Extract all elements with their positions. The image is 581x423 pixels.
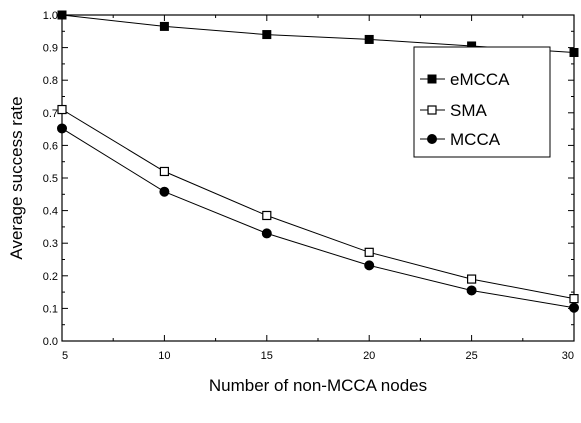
y-tick-label: 0.7	[43, 108, 58, 120]
x-tick-label: 30	[562, 350, 574, 362]
data-point-sma	[262, 210, 272, 221]
data-point-emcca	[262, 30, 272, 40]
y-tick-label: 1.0	[43, 10, 58, 22]
data-point-mcca	[261, 228, 272, 239]
data-point-mcca	[364, 260, 375, 271]
data-point-emcca	[57, 10, 67, 20]
y-tick-label: 0.1	[43, 303, 58, 315]
y-tick-label: 0.4	[43, 206, 58, 218]
data-point-sma	[364, 247, 374, 257]
series-sma	[57, 104, 579, 304]
data-point-sma	[57, 104, 67, 115]
legend-item-emcca: eMCCA	[420, 70, 510, 89]
data-point-emcca	[364, 34, 374, 44]
axis-ticks: 0.0 0.1 0.2 0.3 0.4 0.5 0.6 0.7 0.8 0.9 1.0 5 10 15 20…	[43, 10, 575, 362]
series-line-mcca	[61, 127, 575, 309]
x-tick-label: 20	[363, 350, 375, 362]
legend-item-sma: SMA	[420, 101, 488, 120]
x-axis-title: Number of non-MCCA nodes	[209, 376, 427, 395]
y-tick-label: 0.5	[43, 173, 58, 185]
legend-label-sma: SMA	[450, 101, 488, 120]
y-axis-title: Average success rate	[7, 96, 26, 259]
legend-marker-mcca	[427, 134, 437, 144]
y-tick-label: 0.8	[43, 75, 58, 87]
legend: eMCCA SMA MCCA	[413, 46, 551, 158]
data-point-emcca	[569, 47, 579, 57]
data-point-mcca	[57, 123, 67, 134]
data-point-mcca	[159, 186, 170, 197]
x-tick-label: 10	[158, 350, 170, 362]
y-tick-label: 0.9	[43, 43, 58, 55]
x-tick-label: 25	[465, 350, 477, 362]
data-point-mcca	[466, 285, 477, 296]
data-point-sma	[159, 166, 169, 177]
legend-label-emcca: eMCCA	[450, 70, 510, 89]
y-tick-label: 0.0	[43, 336, 58, 348]
data-point-emcca	[159, 21, 169, 31]
legend-item-mcca: MCCA	[420, 130, 501, 149]
y-tick-label: 0.6	[43, 140, 58, 152]
y-tick-label: 0.3	[43, 238, 58, 250]
x-tick-label: 5	[62, 350, 68, 362]
x-tick-label: 15	[261, 350, 273, 362]
series-mcca	[57, 123, 579, 313]
series-line-sma	[61, 109, 575, 300]
series-layer	[57, 10, 579, 313]
data-point-sma	[569, 294, 579, 304]
data-point-sma	[467, 274, 477, 284]
legend-marker-emcca	[427, 74, 437, 84]
legend-label-mcca: MCCA	[450, 130, 501, 149]
legend-marker-sma	[427, 105, 437, 115]
data-point-mcca	[569, 302, 579, 313]
y-tick-label: 0.2	[43, 271, 58, 283]
